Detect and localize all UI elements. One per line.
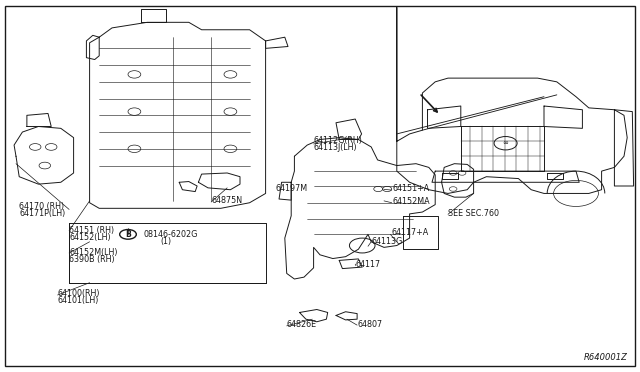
Text: 64113J(LH): 64113J(LH) bbox=[314, 143, 357, 152]
Text: 64117+A: 64117+A bbox=[392, 228, 429, 237]
Text: 64100(RH): 64100(RH) bbox=[58, 289, 100, 298]
Text: 64117: 64117 bbox=[356, 260, 381, 269]
Text: 6390B (RH): 6390B (RH) bbox=[69, 255, 115, 264]
Text: 64170 (RH): 64170 (RH) bbox=[19, 202, 65, 211]
Text: SEE SEC.760: SEE SEC.760 bbox=[448, 209, 499, 218]
Text: 64113G: 64113G bbox=[371, 237, 403, 246]
Text: B: B bbox=[125, 230, 131, 239]
Text: 64112G(RH): 64112G(RH) bbox=[314, 136, 362, 145]
Text: R640001Z: R640001Z bbox=[583, 353, 627, 362]
Text: 64807: 64807 bbox=[357, 320, 382, 329]
Text: 64197M: 64197M bbox=[275, 185, 307, 193]
Text: 64151 (RH): 64151 (RH) bbox=[69, 226, 115, 235]
Text: 64171P(LH): 64171P(LH) bbox=[19, 209, 65, 218]
Text: 08146-6202G: 08146-6202G bbox=[144, 230, 198, 239]
Text: 64152M(LH): 64152M(LH) bbox=[69, 248, 118, 257]
Text: 64875N: 64875N bbox=[211, 196, 243, 205]
Text: (1): (1) bbox=[160, 237, 171, 246]
Text: 64152MA: 64152MA bbox=[393, 197, 431, 206]
Text: 64151+A: 64151+A bbox=[393, 185, 430, 193]
Text: 64101(LH): 64101(LH) bbox=[58, 296, 99, 305]
Text: 64152(LH): 64152(LH) bbox=[69, 233, 111, 242]
Text: 64826E: 64826E bbox=[287, 320, 317, 329]
Text: ∞: ∞ bbox=[502, 140, 509, 146]
